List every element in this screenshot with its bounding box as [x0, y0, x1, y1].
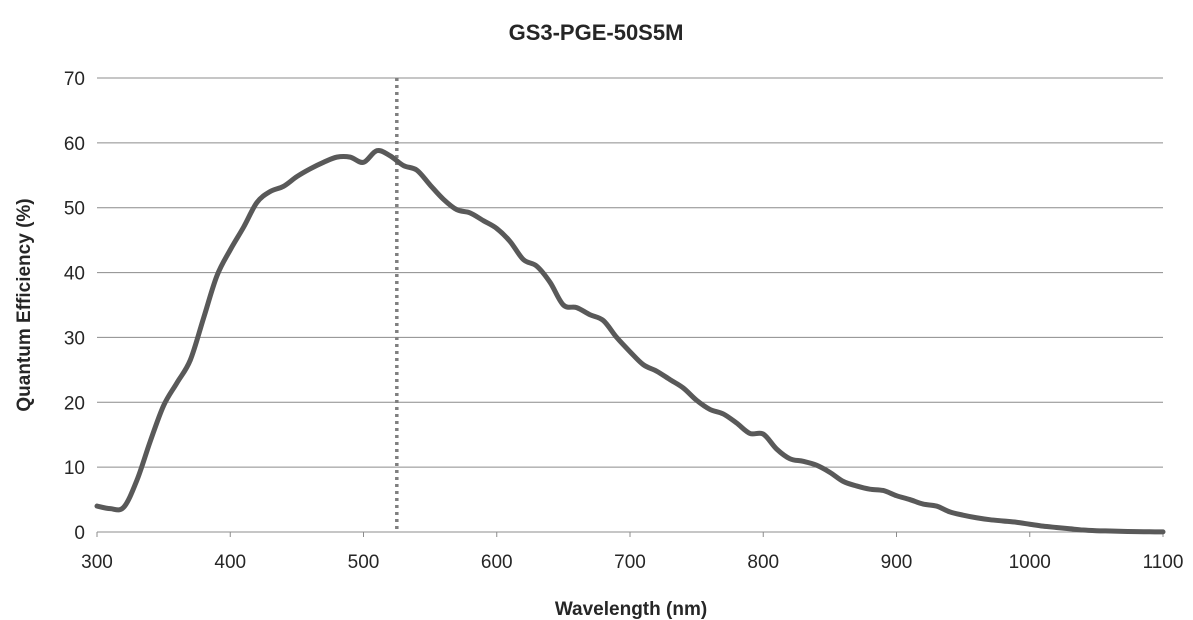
x-tick-label-700: 700: [614, 552, 646, 573]
gridlines: [96, 77, 1164, 537]
x-tick-label-600: 600: [481, 552, 513, 573]
y-tick-label-10: 10: [64, 458, 85, 479]
y-tick-label-30: 30: [64, 328, 85, 349]
y-tick-labels: 0 10 20 30 40 50 60 70: [64, 69, 85, 544]
x-tick-label-300: 300: [81, 552, 113, 573]
x-tick-label-800: 800: [747, 552, 779, 573]
y-axis-label: Quantum Efficiency (%): [14, 198, 35, 411]
x-tick-label-500: 500: [348, 552, 380, 573]
x-axis-label: Wavelength (nm): [555, 599, 707, 620]
y-tick-label-70: 70: [64, 69, 85, 90]
x-tick-labels: 300 400 500 600 700 800 900 1000 1100: [81, 552, 1183, 573]
series-line-0: [94, 147, 1166, 535]
series-group: [94, 147, 1166, 535]
x-tick-label-900: 900: [881, 552, 913, 573]
y-tick-label-60: 60: [64, 134, 85, 155]
x-tick-label-1000: 1000: [1009, 552, 1051, 573]
y-tick-label-0: 0: [74, 523, 85, 544]
y-tick-label-40: 40: [64, 264, 85, 285]
x-tick-label-400: 400: [214, 552, 246, 573]
x-tick-label-1100: 1100: [1143, 552, 1184, 573]
y-tick-label-20: 20: [64, 393, 85, 414]
y-tick-label-50: 50: [64, 199, 85, 220]
chart-title: GS3-PGE-50S5M: [509, 20, 684, 45]
